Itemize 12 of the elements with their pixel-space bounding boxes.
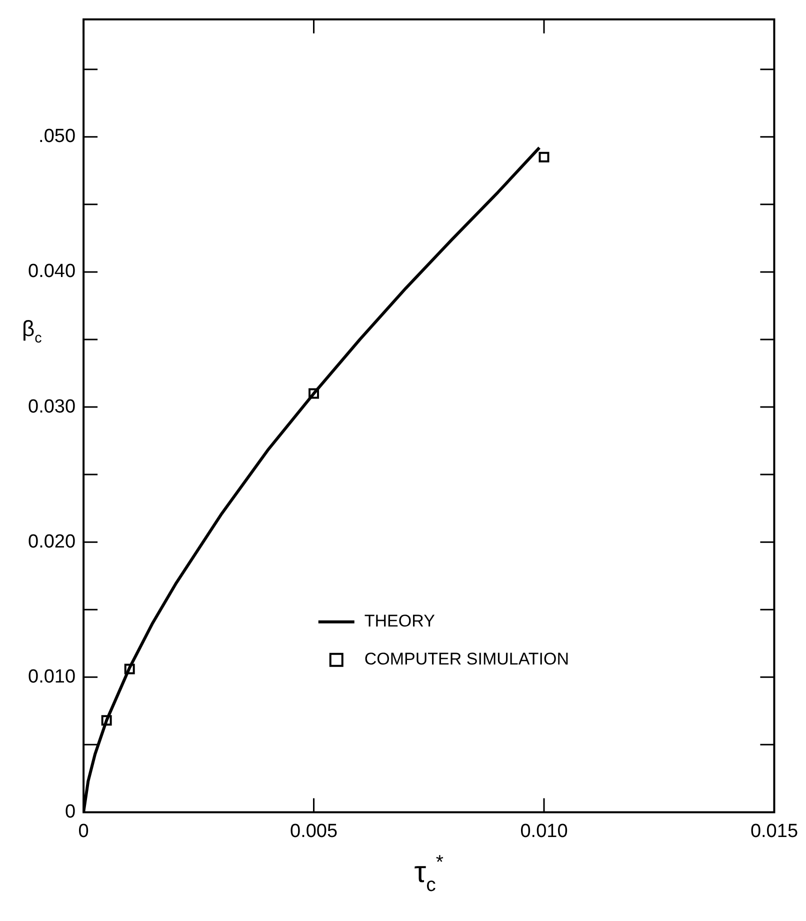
legend-label: THEORY xyxy=(364,612,435,631)
y-tick-label: 0.030 xyxy=(28,396,76,418)
x-tick-label: 0.010 xyxy=(520,820,568,842)
y-tick-label: 0.040 xyxy=(28,261,76,282)
y-tick-label: 0.010 xyxy=(28,666,76,688)
x-tick-label: 0.005 xyxy=(290,820,338,842)
y-tick-label: 0.020 xyxy=(28,531,76,552)
y-tick-label: .050 xyxy=(38,126,76,148)
x-tick-label: 0 xyxy=(78,820,89,842)
legend-label: COMPUTER SIMULATION xyxy=(364,650,570,669)
x-tick-label: 0.015 xyxy=(750,820,798,842)
y-tick-label: 0 xyxy=(64,801,76,822)
